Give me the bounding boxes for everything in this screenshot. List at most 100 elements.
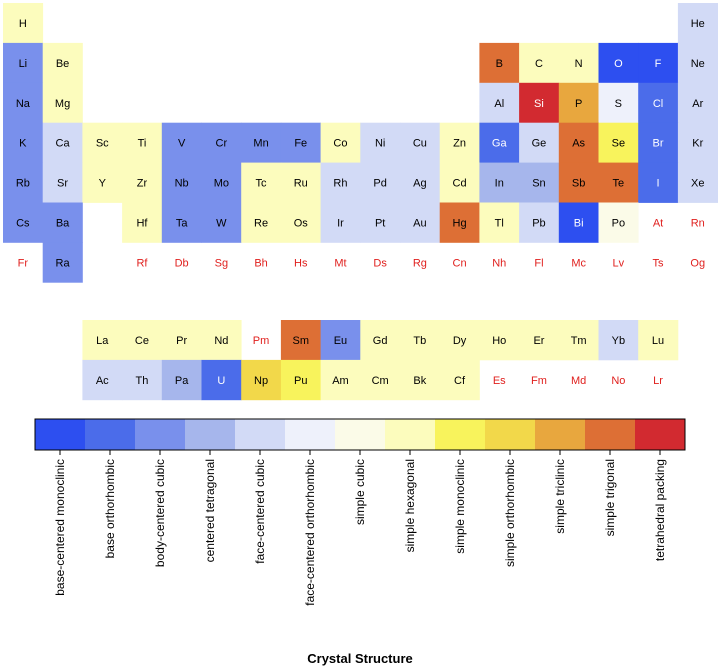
cell-Ne	[677, 42, 718, 84]
cell-Th	[122, 359, 163, 401]
cell-Tb	[400, 320, 441, 361]
cell-As	[558, 122, 599, 163]
cell-label-Mt: Mt	[334, 257, 346, 269]
cell-Nd	[201, 320, 242, 361]
cell-label-Eu: Eu	[334, 335, 347, 347]
cell-label-Ir: Ir	[337, 217, 344, 229]
cell-F	[638, 42, 679, 84]
cell-S	[598, 82, 639, 124]
cell-Te	[598, 162, 639, 203]
legend-swatch-9	[485, 419, 536, 450]
cell-label-Au: Au	[413, 217, 426, 229]
cell-Sb	[558, 162, 599, 203]
cell-label-Hf: Hf	[136, 217, 148, 229]
cell-label-Db: Db	[175, 257, 189, 269]
cell-label-Xe: Xe	[691, 178, 704, 190]
cell-Pt	[360, 202, 401, 243]
cell-label-Br: Br	[653, 138, 664, 150]
legend-label-6: simple cubic	[353, 459, 367, 525]
cell-Rb	[3, 162, 44, 203]
cell-label-Sb: Sb	[572, 178, 585, 190]
cell-label-Yb: Yb	[612, 335, 625, 347]
cell-label-In: In	[495, 178, 504, 190]
cell-Be	[42, 42, 83, 84]
cell-label-Bi: Bi	[574, 217, 584, 229]
legend-label-1: base orthorhombic	[103, 459, 117, 558]
cell-Cd	[439, 162, 480, 203]
cell-Ra	[42, 242, 83, 283]
cell-label-Am: Am	[332, 375, 349, 387]
cell-label-Se: Se	[612, 138, 625, 150]
legend-swatch-10	[535, 419, 586, 450]
cell-label-Fl: Fl	[534, 257, 543, 269]
cell-Ni	[360, 122, 401, 163]
cell-C	[519, 42, 560, 84]
cell-Hf	[122, 202, 163, 243]
cell-Kr	[677, 122, 718, 163]
cell-Cu	[400, 122, 441, 163]
element-cells: H He Li Be B C N O F Ne Na Mg Al Si P S Cl Ar K Ca Sc Ti V Cr Mn…	[3, 3, 718, 401]
cell-Si	[519, 82, 560, 124]
cell-H	[3, 3, 44, 44]
cell-Ce	[122, 320, 163, 361]
legend-title: Crystal Structure	[307, 651, 412, 666]
cell-Re	[241, 202, 282, 243]
cell-label-Ti: Ti	[138, 138, 147, 150]
cell-Cr	[201, 122, 242, 163]
cell-label-Sr: Sr	[57, 178, 68, 190]
legend-label-10: simple triclinic	[553, 459, 567, 534]
cell-label-Ba: Ba	[56, 217, 70, 229]
legend-swatch-11	[585, 419, 636, 450]
legend-label-8: simple monoclinic	[453, 459, 467, 554]
cell-N	[558, 42, 599, 84]
cell-label-Gd: Gd	[373, 335, 388, 347]
cell-O	[598, 42, 639, 84]
cell-label-Nh: Nh	[492, 257, 506, 269]
cell-label-N: N	[575, 58, 583, 70]
cell-W	[201, 202, 242, 243]
cell-Nb	[161, 162, 202, 203]
cell-label-Mo: Mo	[214, 178, 229, 190]
cell-label-V: V	[178, 138, 186, 150]
cell-Ta	[161, 202, 202, 243]
cell-label-Cf: Cf	[454, 375, 466, 387]
cell-Sn	[519, 162, 560, 203]
cell-label-Ho: Ho	[492, 335, 506, 347]
cell-label-Tc: Tc	[256, 178, 268, 190]
cell-Ba	[42, 202, 83, 243]
cell-label-Cu: Cu	[413, 138, 427, 150]
cell-label-Na: Na	[16, 98, 31, 110]
cell-Hg	[439, 202, 480, 243]
cell-Zn	[439, 122, 480, 163]
cell-label-Cn: Cn	[453, 257, 467, 269]
cell-label-Al: Al	[494, 98, 504, 110]
cell-label-Si: Si	[534, 98, 544, 110]
cell-label-Rf: Rf	[136, 257, 148, 269]
cell-label-Pu: Pu	[294, 375, 307, 387]
cell-label-Y: Y	[99, 178, 107, 190]
cell-label-S: S	[615, 98, 622, 110]
cell-label-Ac: Ac	[96, 375, 109, 387]
cell-label-Lu: Lu	[652, 335, 664, 347]
cell-label-F: F	[655, 58, 662, 70]
cell-label-Th: Th	[136, 375, 149, 387]
cell-Cl	[638, 82, 679, 124]
legend-label-7: simple hexagonal	[403, 459, 417, 552]
cell-label-Ta: Ta	[176, 217, 189, 229]
cell-Po	[598, 202, 639, 243]
cell-label-I: I	[657, 178, 660, 190]
cell-Ho	[479, 320, 520, 361]
cell-label-Sg: Sg	[215, 257, 228, 269]
cell-label-Tb: Tb	[413, 335, 426, 347]
legend-label-12: tetrahedral packing	[653, 459, 667, 561]
legend-swatch-6	[335, 419, 386, 450]
cell-label-Pm: Pm	[253, 335, 270, 347]
cell-label-Bh: Bh	[254, 257, 267, 269]
cell-Eu	[320, 320, 361, 361]
legend-label-4: face-centered cubic	[253, 459, 267, 564]
cell-label-At: At	[653, 217, 663, 229]
cell-label-Lv: Lv	[613, 257, 625, 269]
cell-label-W: W	[216, 217, 227, 229]
legend-swatch-7	[385, 419, 436, 450]
